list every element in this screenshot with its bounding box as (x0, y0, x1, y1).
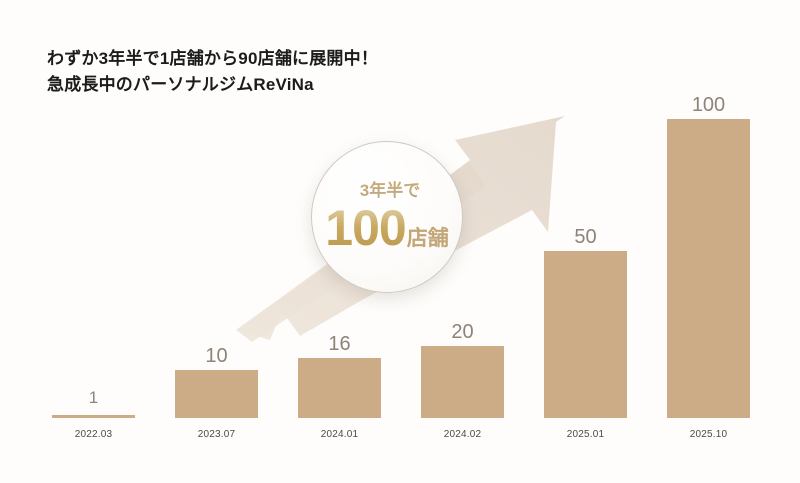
bar-2022-03[interactable] (52, 415, 135, 418)
bar-2025-10[interactable] (667, 119, 750, 418)
bar-2024-01[interactable] (298, 358, 381, 418)
highlight-badge: 3年半で 100 店舗 (311, 141, 463, 293)
bar-label-2024-01: 2024.01 (320, 429, 359, 440)
bar-2025-01[interactable] (544, 251, 627, 418)
badge-number: 100 (325, 200, 406, 256)
badge-top-text: 3年半で (359, 181, 421, 200)
bar-2023-07[interactable] (175, 370, 258, 418)
bar-label-2022-03: 2022.03 (74, 429, 113, 440)
bar-value-2022-03: 1 (88, 388, 99, 407)
bar-label-2023-07: 2023.07 (197, 429, 236, 440)
title-line-1: わずか3年半で1店舗から90店舗に展開中！ (47, 49, 379, 68)
bar-value-2025-01: 50 (574, 226, 597, 248)
badge-main-row: 100 店舗 (325, 203, 448, 253)
bar-label-2025-10: 2025.10 (689, 429, 728, 440)
title-line-2: 急成長中のパーソナルジムReViNa (47, 75, 314, 94)
bar-label-2024-02: 2024.02 (443, 429, 482, 440)
bar-label-2025-01: 2025.01 (566, 429, 605, 440)
bar-value-2024-02: 20 (451, 321, 474, 343)
bar-2024-02[interactable] (421, 346, 504, 418)
badge-unit: 店舗 (406, 227, 449, 250)
page-title: わずか3年半で1店舗から90店舗に展開中！ 急成長中のパーソナルジムReViNa (47, 46, 527, 98)
bar-value-2023-07: 10 (205, 345, 228, 367)
bar-value-2025-10: 100 (691, 94, 726, 116)
bar-value-2024-01: 16 (328, 333, 351, 355)
